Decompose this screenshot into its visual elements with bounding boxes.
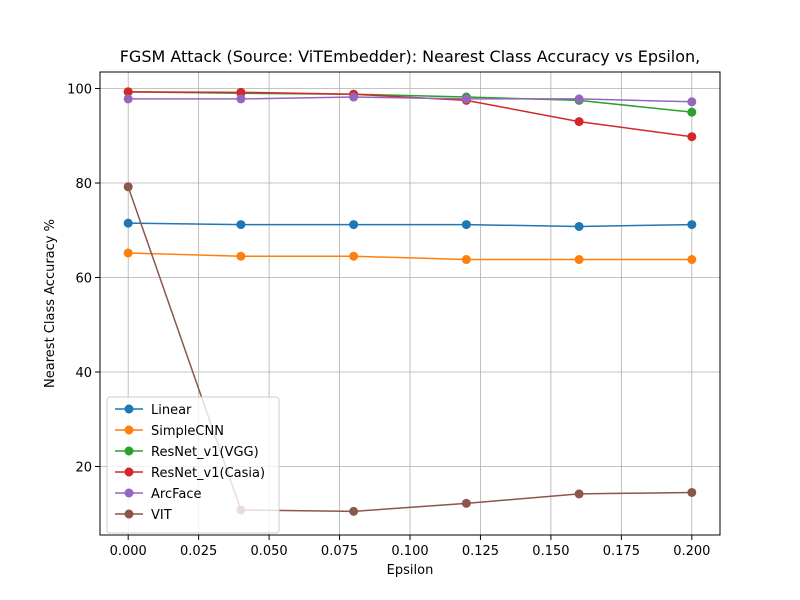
legend-marker-linear: [124, 404, 134, 414]
data-point-linear: [349, 220, 359, 230]
legend-marker-resnet-v1-casia: [124, 467, 134, 477]
grid-layer: [100, 72, 720, 535]
x-tick-label: 0.200: [673, 544, 710, 559]
x-tick-label: 0.150: [532, 544, 569, 559]
x-tick-label: 0.175: [603, 544, 640, 559]
data-point-vit: [687, 487, 697, 497]
y-tick-label: 100: [67, 83, 92, 98]
legend-label-resnet-v1-casia: ResNet_v1(Casia): [151, 466, 265, 481]
x-tick-label: 0.000: [110, 544, 147, 559]
data-point-arcface: [687, 97, 697, 107]
data-point-simplecnn: [461, 255, 471, 265]
y-tick-label: 60: [75, 272, 92, 287]
x-tick-label: 0.100: [391, 544, 428, 559]
y-tick-label: 40: [75, 366, 92, 381]
data-point-arcface: [461, 94, 471, 104]
chart-title: FGSM Attack (Source: ViTEmbedder): Neare…: [120, 47, 701, 66]
data-point-vit: [123, 182, 133, 192]
x-tick-label: 0.025: [180, 544, 217, 559]
series-line-resnet-v1-vgg: [128, 91, 692, 113]
x-tick-label: 0.125: [462, 544, 499, 559]
y-tick-label: 80: [75, 177, 92, 192]
data-point-linear: [236, 220, 246, 230]
data-point-arcface: [123, 94, 133, 104]
data-point-vit: [349, 506, 359, 516]
x-axis-label: Epsilon: [387, 563, 434, 578]
data-point-arcface: [236, 94, 246, 104]
data-point-arcface: [574, 94, 584, 104]
data-point-simplecnn: [236, 251, 246, 261]
legend: Linear SimpleCNN ResNet_v1(VGG) ResNet_v1(C…: [106, 396, 280, 534]
data-point-simplecnn: [349, 251, 359, 261]
data-point-linear: [123, 218, 133, 228]
legend-label-arcface: ArcFace: [151, 487, 202, 502]
data-point-arcface: [349, 92, 359, 102]
legend-marker-resnet-v1-vgg: [124, 446, 134, 456]
legend-label-simplecnn: SimpleCNN: [151, 424, 224, 439]
data-point-resnet-v1-casia: [123, 87, 133, 97]
series-line-linear: [128, 222, 692, 228]
data-point-vit: [574, 489, 584, 499]
y-tick-label: 20: [75, 460, 92, 475]
data-point-simplecnn: [687, 255, 697, 265]
series-line-arcface: [128, 96, 692, 103]
series-line-simplecnn: [128, 252, 692, 261]
data-point-resnet-v1-casia: [574, 117, 584, 127]
data-point-resnet-v1-casia: [236, 87, 246, 97]
x-tick-label: 0.075: [321, 544, 358, 559]
legend-label-vit: VIT: [151, 508, 172, 523]
legend-marker-vit: [124, 509, 134, 519]
y-axis-label: Nearest Class Accuracy %: [43, 219, 58, 388]
legend-box: [106, 396, 280, 534]
data-point-simplecnn: [574, 255, 584, 265]
legend-marker-simplecnn: [124, 425, 134, 435]
x-tick-label: 0.050: [250, 544, 287, 559]
legend-marker-arcface: [124, 488, 134, 498]
legend-label-resnet-v1-vgg: ResNet_v1(VGG): [151, 445, 259, 460]
data-point-resnet-v1-casia: [687, 132, 697, 142]
data-point-linear: [461, 220, 471, 230]
legend-label-linear: Linear: [151, 403, 192, 418]
tick-layer: 0.000 0.025 0.050 0.075 0.100 0.125 0.150 0.175…: [67, 83, 710, 559]
data-point-linear: [574, 221, 584, 231]
data-point-resnet-v1-vgg: [687, 107, 697, 117]
data-point-simplecnn: [123, 248, 133, 258]
data-point-linear: [687, 220, 697, 230]
data-point-vit: [461, 498, 471, 508]
